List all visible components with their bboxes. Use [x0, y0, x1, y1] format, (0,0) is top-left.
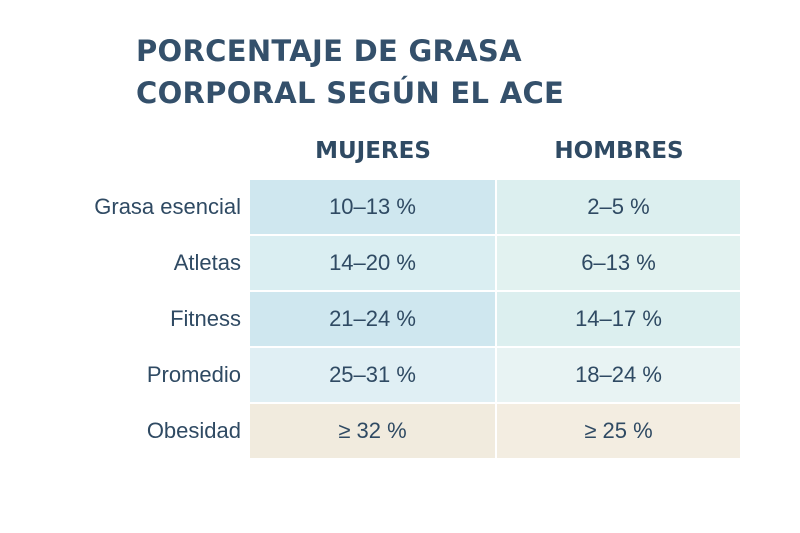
cell-men-grasa-esencial: 2–5 %: [497, 180, 740, 234]
row-label-atletas: Atletas: [173, 250, 241, 275]
cell-men-promedio: 18–24 %: [497, 348, 740, 402]
column-header-women: MUJERES: [315, 138, 431, 164]
chart-title-line-1: PORCENTAJE DE GRASA: [136, 34, 522, 68]
row-label-fitness: Fitness: [170, 306, 241, 331]
row-label-obesidad: Obesidad: [146, 418, 241, 443]
chart-title: PORCENTAJE DE GRASA CORPORAL SEGÚN EL AC…: [136, 30, 564, 114]
cell-men-obesidad: ≥ 25 %: [497, 404, 740, 458]
chart-title-line-2: CORPORAL SEGÚN EL ACE: [136, 76, 565, 110]
row-label-grasa-esencial: Grasa esencial: [94, 194, 241, 219]
row-label-promedio: Promedio: [146, 362, 241, 387]
cell-men-fitness: 14–17 %: [497, 292, 740, 346]
cell-women-atletas: 14–20 %: [250, 236, 495, 290]
cell-women-grasa-esencial: 10–13 %: [250, 180, 495, 234]
cell-women-fitness: 21–24 %: [250, 292, 495, 346]
cell-men-atletas: 6–13 %: [497, 236, 740, 290]
cell-women-promedio: 25–31 %: [250, 348, 495, 402]
cell-women-obesidad: ≥ 32 %: [250, 404, 495, 458]
column-header-men: HOMBRES: [554, 138, 684, 164]
